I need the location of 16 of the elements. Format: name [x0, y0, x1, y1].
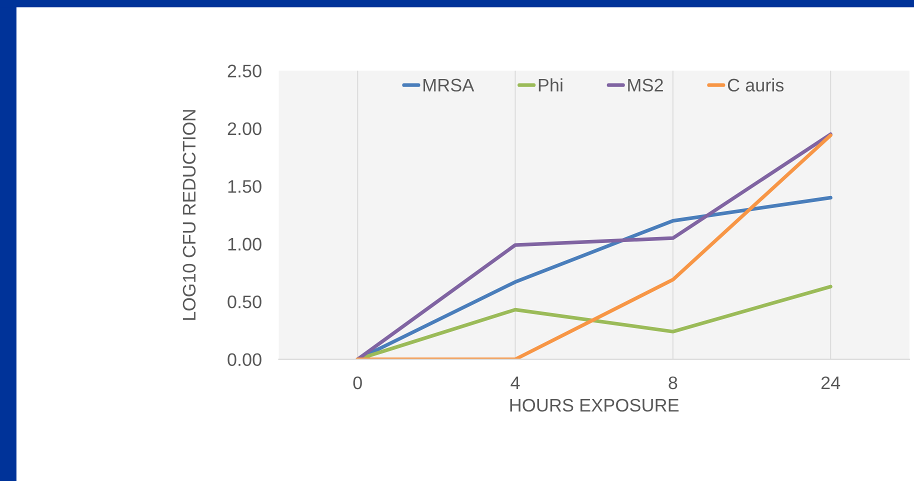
y-tick-label: 1.50 [228, 180, 262, 193]
legend-label: MRSA [424, 78, 474, 92]
y-axis-title: LOG10 CFU REDUCTION [182, 110, 196, 320]
x-tick-label: 4 [510, 376, 520, 390]
x-axis-title: HOURS EXPOSURE [510, 398, 679, 412]
legend-label: C auris [728, 78, 784, 92]
y-tick-label: 2.50 [228, 64, 262, 78]
x-tick-label: 8 [668, 376, 678, 390]
y-tick-label: 1.00 [228, 238, 262, 251]
legend-label: Phi [538, 78, 562, 92]
legend-label: MS2 [628, 78, 663, 92]
y-tick-label: 0.00 [228, 353, 262, 366]
y-tick-label: 2.00 [228, 122, 262, 136]
x-tick-label: 0 [353, 376, 362, 390]
y-tick-label: 0.50 [228, 296, 262, 308]
x-tick-label: 24 [821, 376, 840, 390]
